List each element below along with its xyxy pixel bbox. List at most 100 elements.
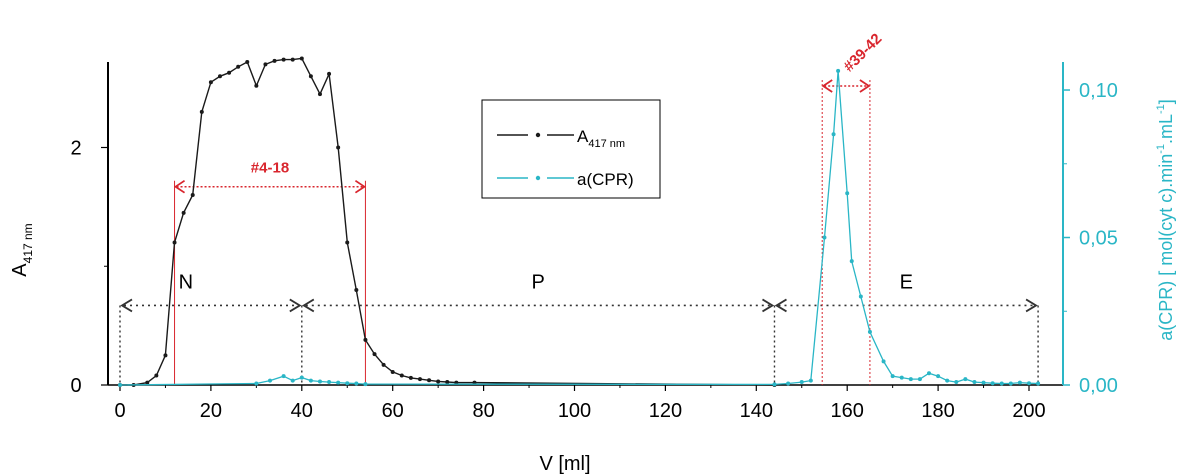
series-acpr-point xyxy=(936,374,941,379)
region-arrowhead-left xyxy=(774,298,787,313)
series-a417-point xyxy=(408,375,413,380)
y-axis-label-left: A417 nm xyxy=(9,223,35,276)
legend-box xyxy=(481,99,661,199)
series-acpr-point xyxy=(849,259,854,264)
series-layer xyxy=(118,56,1041,387)
series-a417-point xyxy=(272,58,277,63)
axis-labels: V [ml] A417 nm a(CPR) [ mol(cyt c).min-1… xyxy=(9,99,1176,475)
series-a417-point xyxy=(154,373,159,378)
series-acpr-point xyxy=(354,381,359,386)
y-left-tick-label: 2 xyxy=(70,138,81,160)
series-acpr-point xyxy=(290,378,295,383)
series-a417-point xyxy=(336,145,341,150)
legend-swatch-marker xyxy=(535,132,541,138)
series-a417-point xyxy=(281,57,286,62)
series-a417-point xyxy=(381,362,386,367)
legend-label: A417 nm xyxy=(577,127,625,150)
y-right-tick-label: 0,00 xyxy=(1079,375,1118,397)
region-label: E xyxy=(900,271,913,293)
series-acpr-point xyxy=(963,377,968,382)
series-acpr-point xyxy=(317,379,322,384)
series-a417-point xyxy=(290,57,295,62)
y-axis-label-right-end: ] xyxy=(1156,99,1176,104)
series-acpr-point xyxy=(118,383,122,387)
x-tick-label: 60 xyxy=(382,400,404,422)
region-arrowhead-left xyxy=(120,298,133,313)
series-acpr-point xyxy=(927,371,932,376)
series-acpr-point xyxy=(1027,381,1031,386)
series-a417-point xyxy=(299,56,304,61)
series-acpr-point xyxy=(858,294,863,299)
series-a417-point xyxy=(236,64,241,69)
series-acpr-point xyxy=(972,380,977,385)
series-a417-point xyxy=(245,60,250,64)
series-a417-point xyxy=(217,74,222,79)
fraction-arrowhead-left xyxy=(821,79,833,93)
fraction-range-label: #4-18 xyxy=(251,160,289,177)
series-a417-point xyxy=(399,373,404,378)
series-a417-point xyxy=(327,71,332,76)
series-acpr-point xyxy=(899,375,904,380)
series-acpr-point xyxy=(772,382,777,387)
series-acpr-point xyxy=(890,374,895,379)
series-acpr-point xyxy=(836,68,841,73)
fraction-arrowhead-right xyxy=(354,179,367,194)
series-acpr-point xyxy=(981,380,986,385)
x-tick-label: 140 xyxy=(740,400,773,422)
series-acpr-point xyxy=(254,381,259,386)
series-a417-point xyxy=(208,80,213,85)
series-acpr-point xyxy=(799,380,804,385)
series-acpr-point xyxy=(267,378,272,383)
series-acpr-point xyxy=(908,377,913,382)
legend-swatch-marker xyxy=(535,175,541,181)
x-tick-label: 200 xyxy=(1012,400,1045,422)
series-a417-point xyxy=(317,92,322,97)
series-a417-point xyxy=(354,288,359,292)
series-acpr-point xyxy=(281,374,286,379)
series-acpr-point xyxy=(327,380,332,385)
series-acpr-point xyxy=(1017,380,1022,385)
region-label: N xyxy=(179,271,193,293)
x-tick-label: 0 xyxy=(114,400,125,422)
y-axis-label-right: a(CPR) [ mol(cyt c).min-1.mL-1] xyxy=(1155,99,1176,341)
y-axis-label-left-main: A xyxy=(9,263,31,277)
series-acpr-point xyxy=(954,380,959,385)
series-a417-point xyxy=(308,74,313,79)
series-a417-point xyxy=(227,70,232,75)
series-a417-point xyxy=(163,353,168,358)
series-acpr-point xyxy=(786,381,791,386)
series-a417-line xyxy=(120,57,775,386)
series-acpr-point xyxy=(822,235,827,240)
series-acpr-point xyxy=(917,377,922,382)
x-tick-label: 180 xyxy=(921,400,954,422)
series-acpr-point xyxy=(990,381,995,386)
series-acpr-point xyxy=(1036,381,1041,386)
fraction-arrowhead-right xyxy=(859,79,871,93)
region-label: P xyxy=(531,271,544,293)
axes: 0 20 40 60 80 100 120 140 160 180 200 0 2 0,00 0,05 0,1… xyxy=(70,62,1118,422)
series-acpr-point xyxy=(363,382,368,387)
series-a417-point xyxy=(390,369,395,374)
region-arrowhead-left xyxy=(302,298,315,313)
y-axis-label-right-sup2: -1 xyxy=(1155,104,1167,114)
series-a417-point xyxy=(181,210,186,215)
series-a417-point xyxy=(427,378,432,383)
region-arrowhead-right xyxy=(762,298,775,313)
series-acpr-point xyxy=(881,359,886,364)
x-tick-label: 80 xyxy=(472,400,494,422)
series-a417-point xyxy=(254,83,259,88)
x-tick-label: 40 xyxy=(291,400,313,422)
series-acpr-point xyxy=(845,191,850,196)
y-right-tick-label: 0,05 xyxy=(1079,228,1118,250)
series-a417-point xyxy=(145,380,150,385)
series-acpr-point xyxy=(945,378,950,383)
x-tick-label: 120 xyxy=(649,400,682,422)
fraction-arrowhead-left xyxy=(173,179,186,194)
y-axis-label-right-sup1: -1 xyxy=(1155,144,1167,154)
legend-label: a(CPR) xyxy=(577,170,634,189)
series-a417-point xyxy=(436,379,441,384)
region-arrowhead-right xyxy=(1025,298,1038,313)
x-tick-label: 160 xyxy=(831,400,864,422)
series-a417-point xyxy=(372,352,377,357)
